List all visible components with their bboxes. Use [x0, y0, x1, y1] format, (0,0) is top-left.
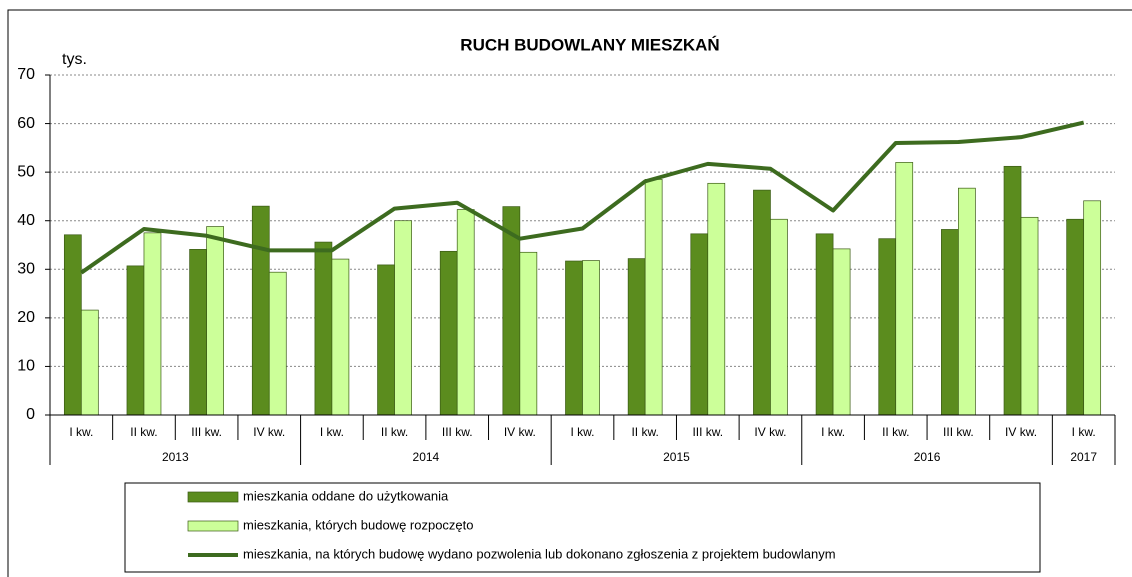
- x-tick-label: I kw.: [821, 425, 845, 439]
- bar: [815, 233, 834, 416]
- bar: [644, 179, 663, 416]
- bar: [519, 251, 538, 416]
- legend-swatch: [187, 491, 239, 503]
- bar: [456, 209, 475, 416]
- x-tick-label: I kw.: [69, 425, 93, 439]
- bar: [63, 234, 82, 416]
- x-tick-label: III kw.: [442, 425, 473, 439]
- bar: [627, 258, 646, 416]
- year-label: 2014: [413, 450, 440, 464]
- x-tick-label: IV kw.: [253, 425, 285, 439]
- x-tick-label: I kw.: [1072, 425, 1096, 439]
- year-label: 2017: [1070, 450, 1097, 464]
- x-tick-label: I kw.: [320, 425, 344, 439]
- x-tick-label: II kw.: [130, 425, 157, 439]
- bar: [707, 182, 726, 416]
- year-label: 2013: [162, 450, 189, 464]
- bar: [832, 248, 851, 416]
- bar: [895, 162, 914, 416]
- bar: [143, 232, 162, 416]
- bar: [189, 249, 207, 416]
- y-tick-label: 60: [17, 115, 35, 132]
- y-tick-label: 20: [17, 309, 35, 326]
- y-tick-label: 50: [17, 163, 35, 180]
- bar: [878, 238, 897, 416]
- bar: [314, 241, 333, 416]
- y-tick-label: 0: [26, 406, 35, 423]
- y-tick-label: 70: [17, 66, 35, 83]
- legend-label: mieszkania oddane do użytkowania: [243, 488, 449, 503]
- bar: [80, 309, 99, 416]
- bar: [1003, 165, 1022, 416]
- bar: [753, 189, 771, 416]
- legend-label: mieszkania, na których budowę wydano poz…: [243, 546, 836, 561]
- y-tick-label: 40: [17, 212, 35, 229]
- legend-swatch: [187, 520, 239, 532]
- y-tick-label: 30: [17, 261, 35, 278]
- x-tick-label: III kw.: [692, 425, 723, 439]
- x-tick-label: III kw.: [191, 425, 222, 439]
- bar: [690, 233, 709, 416]
- bar: [126, 265, 145, 416]
- x-tick-label: I kw.: [570, 425, 594, 439]
- frame: [7, 9, 1132, 577]
- y-tick-label: 10: [17, 358, 35, 375]
- x-tick-label: III kw.: [943, 425, 974, 439]
- bar: [565, 260, 583, 416]
- x-tick-label: IV kw.: [754, 425, 786, 439]
- chart-title: RUCH BUDOWLANY MIESZKAŃ: [460, 35, 719, 54]
- bar: [1083, 200, 1102, 416]
- legend-label: mieszkania, których budowę rozpoczęto: [243, 517, 474, 532]
- bar: [251, 205, 270, 416]
- bar: [394, 220, 412, 416]
- x-tick-label: IV kw.: [504, 425, 536, 439]
- year-label: 2015: [663, 450, 690, 464]
- legend: [124, 482, 1041, 573]
- year-label: 2016: [914, 450, 941, 464]
- bar: [1020, 216, 1039, 416]
- bar: [439, 250, 458, 416]
- line: [80, 120, 1085, 275]
- bar: [331, 258, 350, 416]
- x-tick-label: IV kw.: [1005, 425, 1037, 439]
- y-axis-label: tys.: [62, 51, 87, 68]
- bar: [958, 187, 976, 416]
- bar: [206, 226, 224, 416]
- bar: [268, 271, 287, 416]
- x-tick-label: II kw.: [631, 425, 658, 439]
- x-tick-label: II kw.: [882, 425, 909, 439]
- bar: [1066, 218, 1085, 416]
- bar: [582, 260, 600, 416]
- bar: [377, 264, 395, 416]
- x-tick-label: II kw.: [381, 425, 408, 439]
- bar: [770, 218, 788, 416]
- bar: [941, 229, 959, 416]
